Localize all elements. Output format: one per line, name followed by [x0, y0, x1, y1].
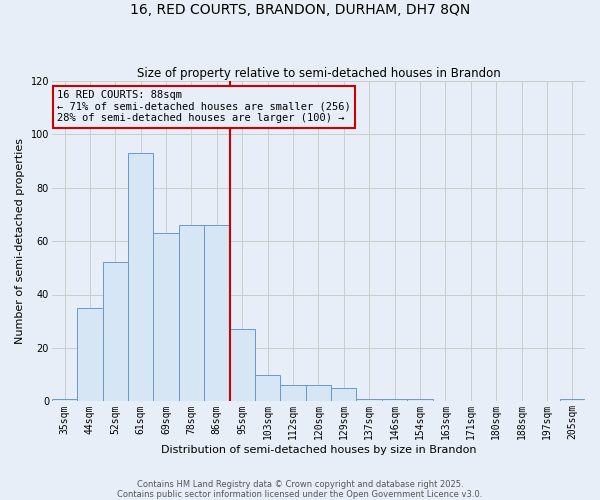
Text: 16, RED COURTS, BRANDON, DURHAM, DH7 8QN: 16, RED COURTS, BRANDON, DURHAM, DH7 8QN	[130, 2, 470, 16]
Bar	[356, 398, 382, 402]
Bar	[382, 398, 407, 402]
Bar	[179, 225, 204, 402]
Bar	[280, 386, 306, 402]
Bar	[103, 262, 128, 402]
Bar	[204, 225, 230, 402]
Bar	[407, 398, 433, 402]
X-axis label: Distribution of semi-detached houses by size in Brandon: Distribution of semi-detached houses by …	[161, 445, 476, 455]
Bar	[230, 329, 255, 402]
Bar	[255, 374, 280, 402]
Bar	[52, 398, 77, 402]
Bar	[128, 153, 154, 402]
Bar	[77, 308, 103, 402]
Text: Contains HM Land Registry data © Crown copyright and database right 2025.
Contai: Contains HM Land Registry data © Crown c…	[118, 480, 482, 499]
Bar	[331, 388, 356, 402]
Title: Size of property relative to semi-detached houses in Brandon: Size of property relative to semi-detach…	[137, 66, 500, 80]
Text: 16 RED COURTS: 88sqm
← 71% of semi-detached houses are smaller (256)
28% of semi: 16 RED COURTS: 88sqm ← 71% of semi-detac…	[57, 90, 351, 124]
Bar	[154, 233, 179, 402]
Bar	[560, 398, 585, 402]
Bar	[306, 386, 331, 402]
Y-axis label: Number of semi-detached properties: Number of semi-detached properties	[15, 138, 25, 344]
